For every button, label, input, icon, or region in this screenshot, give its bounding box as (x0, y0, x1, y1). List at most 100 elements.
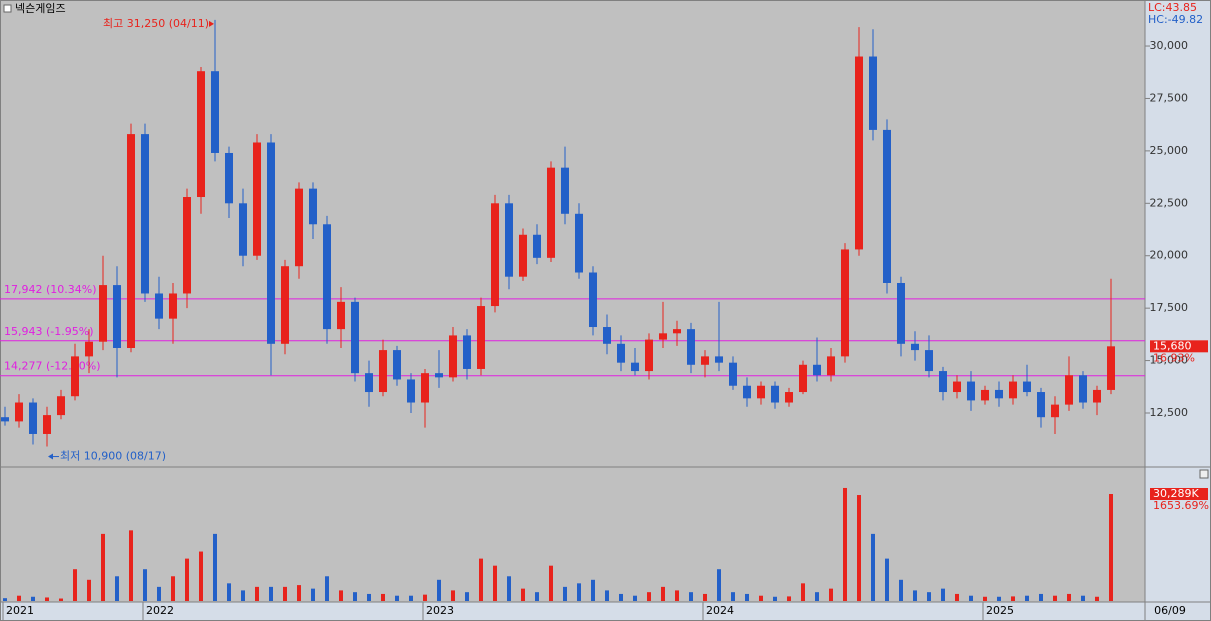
candle-body (239, 203, 247, 256)
volume-bar (451, 590, 455, 601)
volume-bar (395, 595, 399, 601)
candle-body (673, 329, 681, 334)
candle-body (253, 142, 261, 256)
candle-body (841, 249, 849, 357)
candle-body (687, 329, 695, 365)
candle-body (365, 373, 373, 393)
candle-body (1037, 392, 1045, 418)
reference-label: 17,942 (10.34%) (4, 283, 97, 296)
volume-bar (507, 576, 511, 601)
volume-bar (199, 551, 203, 601)
volume-bar (255, 586, 259, 601)
close-button[interactable] (1199, 469, 1209, 479)
high-annotation: 최고 31,250 (04/11) (103, 17, 209, 30)
reference-label: 14,277 (-12.20%) (4, 360, 100, 373)
volume-bar (423, 594, 427, 601)
volume-bar (815, 592, 819, 601)
volume-bar (129, 530, 133, 601)
y-tick-label: 12,500 (1150, 406, 1189, 419)
volume-bar (549, 565, 553, 601)
volume-bar (927, 592, 931, 601)
y-tick-label: 17,500 (1150, 301, 1189, 314)
candle-body (939, 371, 947, 393)
candle-body (813, 364, 821, 376)
volume-bar (59, 598, 63, 601)
volume-bar (3, 598, 7, 601)
volume-bar (143, 569, 147, 601)
candle-body (729, 362, 737, 386)
high-arrow-head (209, 20, 214, 27)
volume-bar (605, 590, 609, 601)
candle-body (533, 234, 541, 258)
last-price-change: 16.93% (1153, 351, 1195, 364)
volume-bar (787, 596, 791, 601)
candle-body (351, 301, 359, 374)
candle-body (1093, 389, 1101, 403)
candle-body (379, 350, 387, 393)
last-volume-label: 30,289K (1153, 487, 1199, 500)
reference-label: 15,943 (-1.95%) (4, 325, 93, 338)
candle-body (897, 282, 905, 344)
volume-bar (1109, 494, 1113, 601)
volume-bar (479, 558, 483, 601)
candle-body (631, 362, 639, 372)
volume-bar (591, 579, 595, 601)
candle-body (883, 129, 891, 283)
volume-bar (227, 583, 231, 601)
chart-title: 넥슨게임즈 (15, 2, 66, 15)
candle-body (869, 56, 877, 130)
volume-bar (1011, 596, 1015, 601)
candle-body (953, 381, 961, 393)
candle-body (981, 389, 989, 401)
volume-bar (269, 586, 273, 601)
indicator: LC:43.85 (1148, 1, 1197, 14)
candle-body (323, 224, 331, 330)
volume-bar (171, 576, 175, 601)
candle-body (155, 293, 163, 319)
volume-bar (241, 590, 245, 601)
candle-body (603, 327, 611, 344)
volume-bar (969, 595, 973, 601)
candle-body (617, 343, 625, 363)
volume-bar (955, 593, 959, 601)
volume-bar (773, 596, 777, 601)
candle-body (169, 293, 177, 319)
volume-bar (759, 595, 763, 601)
volume-bar (689, 592, 693, 601)
low-annotation: 최저 10,900 (08/17) (60, 450, 166, 463)
x-tick-label: 2024 (706, 604, 734, 617)
volume-bar (1053, 595, 1057, 601)
y-tick-label: 30,000 (1150, 39, 1189, 52)
candle-body (1065, 375, 1073, 405)
candle-body (701, 356, 709, 365)
candle-body (967, 381, 975, 401)
volume-bar (1039, 593, 1043, 601)
candle-body (1107, 346, 1115, 390)
candle-body (785, 392, 793, 403)
candle-body (113, 285, 121, 348)
candle-body (827, 356, 835, 376)
candle-body (547, 167, 555, 258)
candle-body (715, 356, 723, 363)
title-box (3, 4, 12, 13)
volume-bar (73, 569, 77, 601)
candle-body (57, 396, 65, 416)
volume-bar (731, 592, 735, 601)
candle-body (575, 213, 583, 273)
candle-body (799, 364, 807, 393)
volume-bar (619, 593, 623, 601)
volume-bar (577, 583, 581, 601)
volume-bar (17, 595, 21, 601)
candle-body (295, 188, 303, 267)
x-tick-label: 2025 (986, 604, 1014, 617)
volume-bar (311, 588, 315, 601)
candle-body (15, 402, 23, 422)
volume-bar (1067, 593, 1071, 601)
volume-bar (661, 586, 665, 601)
volume-bar (997, 596, 1001, 601)
volume-bar (703, 593, 707, 601)
volume-bar (717, 569, 721, 601)
